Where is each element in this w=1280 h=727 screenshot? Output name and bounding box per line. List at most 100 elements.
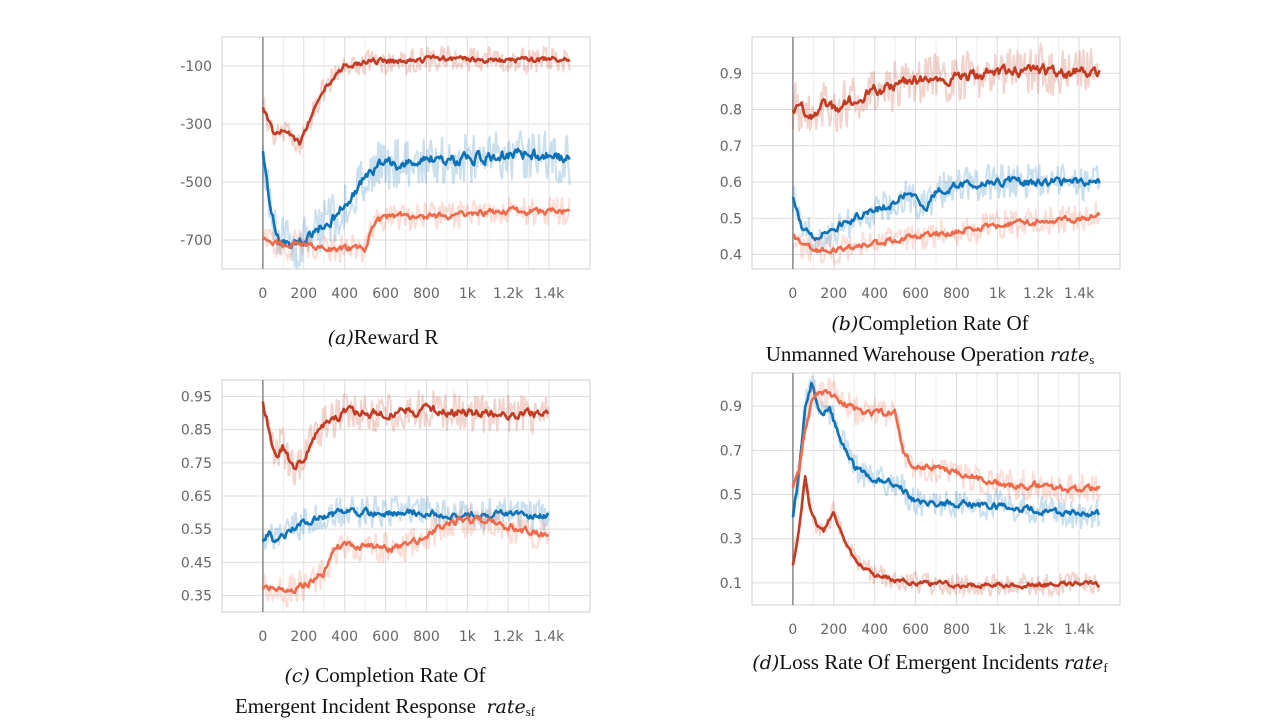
- y-tick-label: -700: [180, 233, 212, 249]
- x-tick-label: 800: [943, 622, 970, 638]
- series-dark_red-line: [791, 63, 1101, 120]
- caption-d-sub: f: [1103, 660, 1108, 675]
- chart-panel-d: 0 200 400 600 800 1k 1.2k 1.4k 0.9 0.7 0.5 0.3 0.1: [700, 365, 1130, 655]
- y-tick-label: 0.95: [181, 390, 212, 406]
- x-tick-label: 0: [788, 286, 797, 302]
- x-tick-label: 1.4k: [534, 286, 565, 302]
- x-tick-label: 400: [861, 286, 888, 302]
- caption-c-line2: Emergent Incident Response ratesf: [175, 691, 595, 727]
- series-dark_red-line: [261, 54, 571, 146]
- caption-c-var: rate: [486, 696, 526, 718]
- x-tick-label: 200: [290, 286, 317, 302]
- series-orange-raw: [261, 197, 571, 264]
- series-dark_red-line: [791, 474, 1100, 590]
- y-tick-label: 0.35: [181, 588, 212, 604]
- caption-b: (b)Completion Rate Of Unmanned Warehouse…: [700, 308, 1160, 375]
- y-tick-label: 0.6: [720, 175, 742, 191]
- x-tick-label: 600: [902, 622, 929, 638]
- x-tick-label: 1.2k: [493, 629, 524, 645]
- caption-d: (d)Loss Rate Of Emergent Incidents ratef: [690, 647, 1170, 683]
- y-tick-label: -500: [180, 175, 212, 191]
- series-blue-raw: [791, 162, 1101, 257]
- x-tick-label: 400: [331, 286, 358, 302]
- caption-b-var: rate: [1049, 344, 1090, 366]
- x-tick-label: 400: [331, 629, 358, 645]
- y-tick-label: 0.1: [720, 576, 742, 592]
- y-tick-label: 0.45: [181, 555, 212, 571]
- x-tick-label: 1.2k: [1023, 622, 1054, 638]
- y-tick-label: 0.75: [181, 456, 212, 472]
- series-orange-raw: [791, 201, 1101, 268]
- x-tick-label: 600: [902, 286, 929, 302]
- series-orange-line: [792, 212, 1101, 255]
- caption-a: (a)Reward R: [243, 322, 523, 353]
- caption-c-text2: Emergent Incident Response: [234, 694, 487, 718]
- caption-b-line2: Unmanned Warehouse Operation rates: [700, 339, 1160, 375]
- series-dark_red-raw: [791, 40, 1101, 133]
- x-tick-label: 600: [372, 629, 399, 645]
- x-tick-label: 600: [372, 286, 399, 302]
- x-tick-label: 800: [943, 286, 970, 302]
- caption-b-text1: Completion Rate Of: [858, 311, 1029, 335]
- caption-c: (c) Completion Rate Of Emergent Incident…: [175, 660, 595, 727]
- caption-c-label: (c): [284, 665, 310, 687]
- x-tick-label: 200: [290, 629, 317, 645]
- plot-frame: [221, 379, 591, 613]
- caption-b-text2: Unmanned Warehouse Operation: [765, 342, 1050, 366]
- series-dark_red-line: [261, 401, 549, 471]
- y-tick-label: 0.65: [181, 489, 212, 505]
- series-blue-line: [791, 381, 1100, 518]
- x-tick-label: 1k: [989, 622, 1007, 638]
- x-tick-label: 1k: [459, 629, 477, 645]
- caption-a-text: Reward R: [353, 325, 439, 349]
- y-tick-label: 0.85: [181, 423, 212, 439]
- series-blue-line: [261, 147, 571, 250]
- x-tick-label: 400: [861, 622, 888, 638]
- x-tick-label: 1k: [459, 286, 477, 302]
- x-tick-label: 200: [820, 286, 847, 302]
- y-tick-label: 0.5: [720, 211, 742, 227]
- y-tick-label: 0.8: [720, 103, 742, 119]
- x-tick-label: 800: [413, 286, 440, 302]
- chart-d-svg: 0 200 400 600 800 1k 1.2k 1.4k 0.9 0.7 0.5 0.3 0.1: [720, 372, 1121, 638]
- x-tick-label: 1.4k: [1064, 622, 1095, 638]
- series-orange-line: [791, 388, 1101, 494]
- caption-c-sub: sf: [525, 704, 536, 719]
- caption-b-sub: s: [1089, 352, 1095, 367]
- caption-d-text: Loss Rate Of Emergent Incidents: [779, 650, 1065, 674]
- caption-d-label: (d): [752, 652, 780, 674]
- y-tick-label: 0.5: [720, 488, 742, 504]
- caption-c-line1: (c) Completion Rate Of: [175, 660, 595, 691]
- caption-d-var: rate: [1064, 652, 1104, 674]
- y-tick-label: -100: [180, 59, 212, 75]
- y-tick-label: 0.7: [720, 139, 742, 155]
- plot-frame: [221, 36, 591, 270]
- y-tick-label: 0.55: [181, 522, 212, 538]
- grid: [222, 380, 590, 612]
- x-tick-label: 0: [788, 622, 797, 638]
- y-tick-label: 0.9: [720, 399, 742, 415]
- series-orange-line: [261, 205, 570, 253]
- caption-c-text1: Completion Rate Of: [309, 663, 486, 687]
- caption-a-label: (a): [327, 327, 354, 349]
- x-tick-label: 0: [258, 286, 267, 302]
- x-tick-label: 1.2k: [1023, 286, 1054, 302]
- plot-frame: [751, 372, 1121, 606]
- x-tick-label: 0: [258, 629, 267, 645]
- x-tick-label: 1.4k: [1064, 286, 1095, 302]
- chart-panel-c: 0 200 400 600 800 1k 1.2k 1.4k 0.95 0.85 0.75 0.65 0…: [170, 365, 600, 655]
- series-orange-line: [261, 515, 550, 595]
- chart-panel-b: 0 200 400 600 800 1k 1.2k 1.4k 0.9 0.8 0.7 0.6 0.5 0.…: [700, 22, 1130, 312]
- y-tick-label: -300: [180, 117, 212, 133]
- x-tick-label: 1.2k: [493, 286, 524, 302]
- x-tick-label: 800: [413, 629, 440, 645]
- chart-panel-a: 0 200 400 600 800 1k 1.2k 1.4k -100 -300 -500 -700: [170, 22, 600, 312]
- chart-b-svg: 0 200 400 600 800 1k 1.2k 1.4k 0.9 0.8 0.7 0.6 0.5 0.…: [720, 36, 1121, 302]
- x-tick-label: 200: [820, 622, 847, 638]
- series-blue-raw: [791, 375, 1101, 530]
- y-tick-label: 0.7: [720, 443, 742, 459]
- y-tick-label: 0.9: [720, 66, 742, 82]
- y-tick-label: 0.4: [720, 248, 742, 264]
- series-blue-line: [791, 175, 1101, 242]
- x-tick-label: 1.4k: [534, 629, 565, 645]
